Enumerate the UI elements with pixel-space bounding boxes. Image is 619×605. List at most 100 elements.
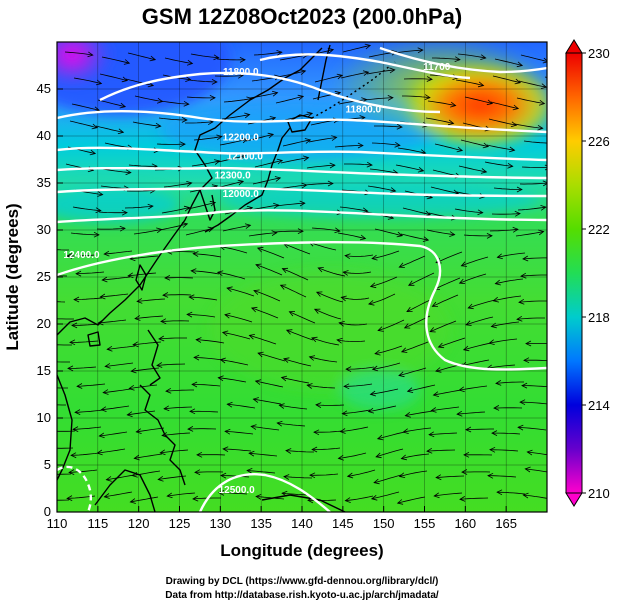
streamline — [133, 229, 162, 235]
streamline — [375, 448, 404, 458]
light-green-patch — [210, 270, 450, 390]
streamline — [521, 166, 547, 168]
streamline — [126, 189, 156, 192]
contour-label: 11700 — [423, 62, 451, 73]
streamline — [308, 137, 337, 143]
streamline — [257, 247, 285, 259]
streamline — [279, 54, 308, 61]
streamline-arrowhead — [255, 263, 262, 269]
streamline — [57, 447, 74, 449]
streamline-arrowhead — [521, 382, 528, 389]
streamline — [281, 377, 310, 384]
streamline — [222, 224, 251, 232]
streamline — [283, 358, 312, 367]
streamline-arrowhead — [162, 292, 169, 298]
streamline — [72, 206, 101, 211]
streamline-arrowhead — [40, 385, 45, 390]
streamline — [368, 293, 396, 305]
streamline-arrowhead — [129, 498, 136, 504]
streamline-arrowhead — [462, 345, 470, 352]
streamline-arrowhead — [460, 261, 468, 267]
streamline-arrowhead — [87, 51, 94, 58]
streamline-arrowhead — [147, 203, 154, 210]
streamline-arrowhead — [222, 446, 229, 452]
streamline-arrowhead — [278, 403, 285, 409]
streamline — [527, 451, 547, 456]
streamline — [57, 275, 68, 277]
streamline — [522, 257, 547, 260]
streamline-arrowhead — [375, 452, 382, 459]
contour-label: 12200.0 — [223, 133, 260, 144]
streamline-arrowhead — [341, 410, 348, 417]
contour-12200 — [57, 186, 547, 198]
streamline-arrowhead — [516, 186, 523, 193]
streamline — [191, 270, 220, 275]
streamline — [253, 290, 281, 302]
streamline-arrowhead — [186, 311, 193, 318]
streamline — [134, 95, 163, 102]
streamline — [162, 294, 192, 296]
streamline — [492, 432, 521, 435]
streamline-arrowhead — [422, 236, 430, 242]
streamline — [519, 182, 547, 185]
streamline-arrowhead — [342, 270, 349, 276]
streamline-arrowhead — [488, 339, 495, 345]
streamline — [97, 99, 126, 108]
streamline-arrowhead — [510, 121, 518, 128]
streamline-arrowhead — [194, 469, 201, 476]
streamline — [217, 271, 246, 280]
streamline-arrowhead — [186, 59, 194, 66]
cyan-band-east — [220, 182, 540, 218]
streamline-arrowhead — [106, 345, 113, 352]
streamline — [523, 140, 547, 144]
streamline — [251, 426, 280, 431]
streamline — [70, 340, 99, 343]
streamline-arrowhead — [454, 56, 461, 62]
streamline-arrowhead — [133, 454, 140, 461]
streamline — [127, 52, 156, 61]
streamline-arrowhead — [518, 298, 525, 305]
streamline — [523, 359, 547, 362]
streamline-arrowhead — [374, 349, 381, 356]
streamline — [375, 345, 403, 355]
streamline — [374, 228, 403, 237]
streamline — [257, 352, 286, 362]
streamline — [338, 99, 367, 105]
streamline-arrowhead — [105, 476, 112, 482]
streamline — [71, 103, 100, 111]
streamline-arrowhead — [524, 466, 531, 473]
streamline-arrowhead — [117, 128, 125, 135]
streamline-arrowhead — [132, 341, 139, 348]
streamline — [222, 332, 251, 340]
chart-title: GSM 12Z08Oct2023 (200.0hPa) — [142, 4, 462, 29]
streamline-arrowhead — [66, 495, 73, 501]
streamline-arrowhead — [367, 407, 375, 414]
streamline-arrowhead — [494, 279, 501, 286]
streamline-arrowhead — [376, 434, 384, 441]
streamline-arrowhead — [482, 142, 490, 149]
streamline-arrowhead — [542, 180, 547, 187]
streamline-arrowhead — [389, 67, 396, 74]
streamline-arrowhead — [97, 319, 104, 326]
streamline — [245, 134, 274, 142]
streamline-arrowhead — [155, 122, 162, 129]
streamline — [277, 422, 306, 427]
streamline-arrowhead — [218, 490, 225, 496]
streamline-arrowhead — [274, 176, 282, 182]
colorbar-top-arrow — [565, 39, 583, 54]
streamline-arrowhead — [317, 267, 324, 273]
streamline — [522, 385, 547, 388]
streamline — [426, 229, 455, 236]
streamline — [307, 499, 337, 501]
streamline — [338, 452, 367, 459]
streamline-arrowhead — [103, 493, 110, 499]
streamline — [106, 474, 135, 481]
streamline — [341, 296, 370, 300]
streamline — [193, 136, 222, 141]
streamline-arrowhead — [217, 375, 224, 382]
streamline — [394, 49, 423, 54]
contour-12300 — [57, 209, 547, 224]
streamline-arrowhead — [486, 233, 493, 239]
y-tick-label: 5 — [44, 457, 51, 472]
streamline-arrowhead — [492, 296, 499, 303]
